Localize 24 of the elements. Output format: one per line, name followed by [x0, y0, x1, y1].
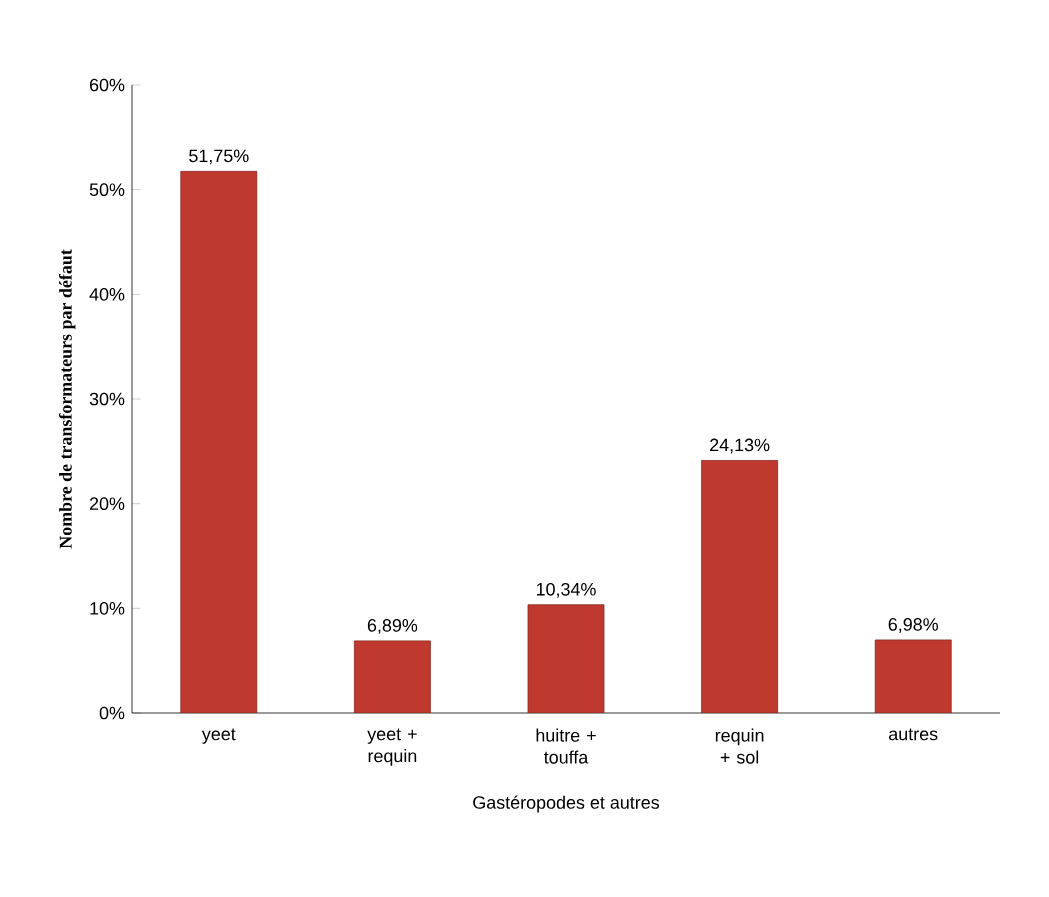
y-tick-label: 10% [90, 601, 125, 615]
y-tick-label: 60% [89, 78, 125, 92]
x-tick-label: autres [889, 728, 938, 741]
x-tick-label: yeet + requin [367, 728, 417, 766]
x-tick-label: yeet [201, 728, 236, 744]
x-axis-title: Gastéropodes et autres [473, 795, 660, 813]
bar [354, 640, 431, 713]
data-label: 24,13% [710, 438, 770, 454]
data-label: 10,34% [536, 582, 596, 598]
data-label: 6,89% [367, 619, 418, 634]
y-tick-label: 50% [89, 183, 125, 197]
y-tick-label: 20% [89, 497, 125, 511]
y-tick-label: 0% [99, 706, 125, 720]
bar [527, 604, 605, 713]
x-tick-label: huitre + touffa [536, 728, 596, 764]
data-label: 6,98% [888, 618, 938, 633]
x-tick-label: requin + sol [715, 728, 764, 764]
bar [180, 170, 258, 713]
y-tick-label: 30% [89, 392, 125, 406]
bar [874, 639, 952, 713]
bar [701, 460, 778, 713]
data-label: 51,75% [189, 149, 249, 165]
y-tick-label: 40% [89, 287, 125, 301]
y-axis-title: Nombre de transformateurs par défaut [58, 249, 76, 549]
